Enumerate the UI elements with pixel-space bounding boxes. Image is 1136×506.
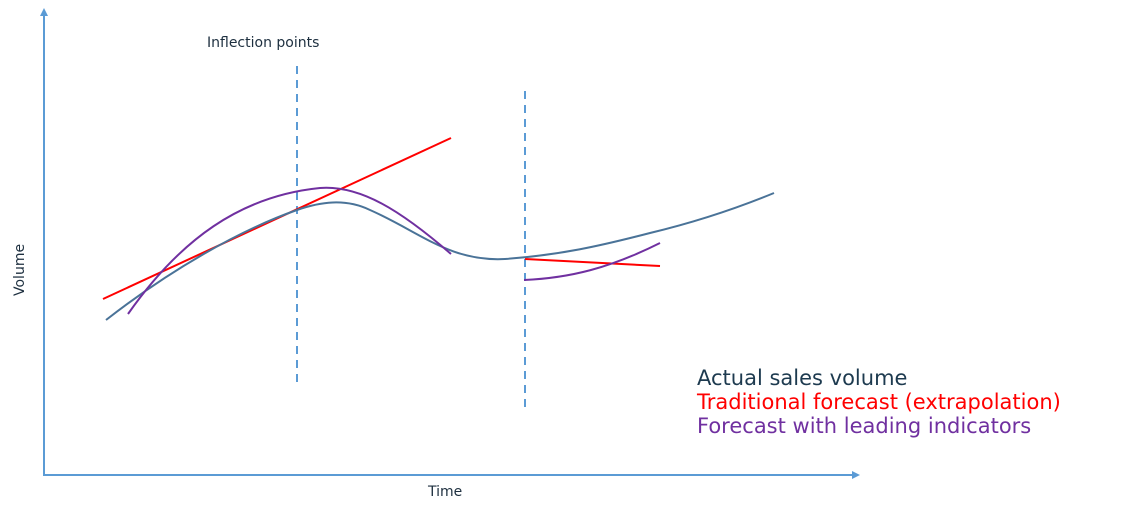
- leading-forecast-segment-2: [523, 242, 661, 281]
- x-axis-label: Time: [428, 484, 463, 500]
- legend: Actual sales volume Traditional forecast…: [697, 366, 1061, 438]
- traditional-forecast-segment-2: [524, 258, 661, 267]
- leading-forecast-segment-1: [127, 186, 452, 315]
- actual-sales-curve: [105, 192, 775, 321]
- y-axis-label: Volume: [12, 243, 28, 296]
- inflection-points-label: Inflection points: [207, 35, 320, 51]
- legend-item-actual: Actual sales volume: [697, 366, 908, 390]
- legend-item-leading: Forecast with leading indicators: [697, 414, 1032, 438]
- legend-item-traditional: Traditional forecast (extrapolation): [697, 390, 1061, 414]
